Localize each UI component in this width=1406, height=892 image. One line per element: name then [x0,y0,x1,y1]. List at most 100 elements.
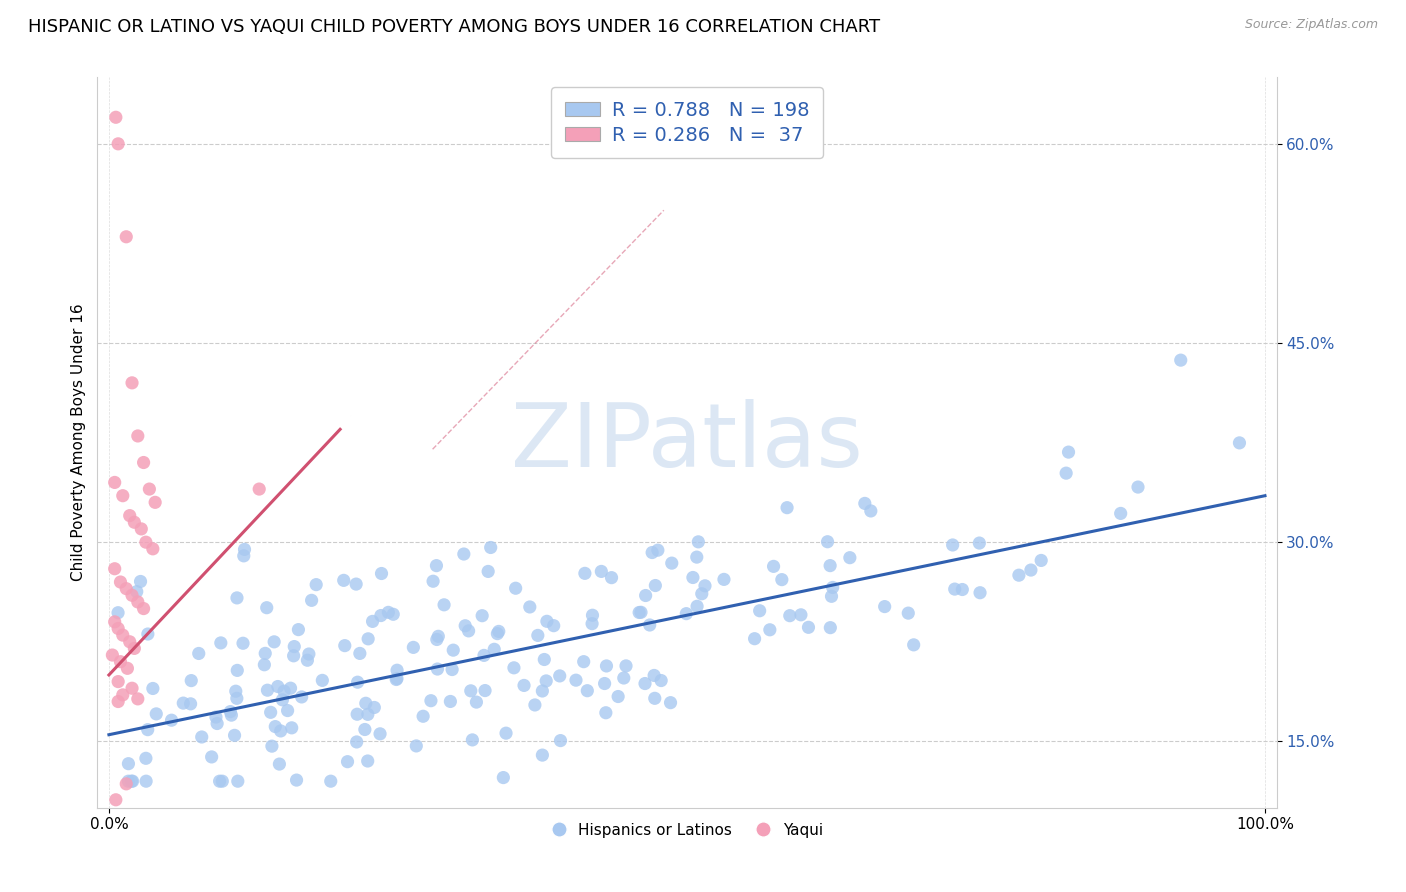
Point [209,636,232,650]
Point [107,606,129,620]
Point [145,706,167,721]
Point [180,673,202,688]
Point [484,642,506,657]
Point [385,672,408,686]
Point [142,681,165,696]
Point [595,706,617,720]
Point [1057,445,1080,459]
Text: ZIPatlas: ZIPatlas [510,399,863,486]
Point [820,621,842,635]
Point [135,535,157,549]
Y-axis label: Child Poverty Among Boys Under 16: Child Poverty Among Boys Under 16 [72,304,86,582]
Point [254,646,277,660]
Point [650,673,672,688]
Point [713,573,735,587]
Point [492,771,515,785]
Point [208,774,231,789]
Point [354,696,377,710]
Point [357,707,380,722]
Point [488,624,510,639]
Point [256,600,278,615]
Point [682,570,704,584]
Point [472,648,495,663]
Point [531,748,554,763]
Point [354,723,377,737]
Point [319,774,342,789]
Point [628,606,651,620]
Point [762,559,785,574]
Point [273,684,295,698]
Point [311,673,333,688]
Point [269,757,291,772]
Point [305,577,328,591]
Point [107,674,129,689]
Point [132,601,155,615]
Point [818,558,841,573]
Point [593,676,616,690]
Point [425,558,447,573]
Point [136,723,159,737]
Point [280,721,302,735]
Point [838,550,860,565]
Point [117,774,139,789]
Point [247,482,270,496]
Point [117,661,139,675]
Point [607,690,630,704]
Point [454,619,477,633]
Point [688,534,710,549]
Point [690,587,713,601]
Point [534,673,557,688]
Point [477,565,499,579]
Point [298,647,321,661]
Point [759,623,782,637]
Point [548,669,571,683]
Point [233,542,256,557]
Point [630,605,652,619]
Point [104,615,127,629]
Point [357,632,380,646]
Text: HISPANIC OR LATINO VS YAQUI CHILD POVERTY AMONG BOYS UNDER 16 CORRELATION CHART: HISPANIC OR LATINO VS YAQUI CHILD POVERT… [28,18,880,36]
Point [283,648,305,663]
Point [143,495,166,509]
Point [205,710,228,724]
Point [110,574,132,589]
Point [779,608,801,623]
Point [280,681,302,696]
Point [536,615,558,629]
Point [211,774,233,789]
Point [513,678,536,692]
Point [790,607,813,622]
Point [260,739,283,753]
Point [271,693,294,707]
Point [581,608,603,623]
Point [457,624,479,638]
Point [1054,466,1077,480]
Point [377,606,399,620]
Point [576,683,599,698]
Point [336,755,359,769]
Point [643,668,665,682]
Point [297,653,319,667]
Point [180,697,202,711]
Point [135,774,157,789]
Point [591,565,613,579]
Point [138,482,160,496]
Point [104,562,127,576]
Point [127,429,149,443]
Point [121,588,143,602]
Point [744,632,766,646]
Point [357,754,380,768]
Point [943,582,966,596]
Point [495,726,517,740]
Point [172,696,194,710]
Point [644,691,666,706]
Point [441,663,464,677]
Point [1008,568,1031,582]
Point [385,663,408,677]
Point [132,456,155,470]
Point [853,496,876,510]
Point [219,705,242,719]
Point [460,683,482,698]
Point [368,727,391,741]
Point [441,643,464,657]
